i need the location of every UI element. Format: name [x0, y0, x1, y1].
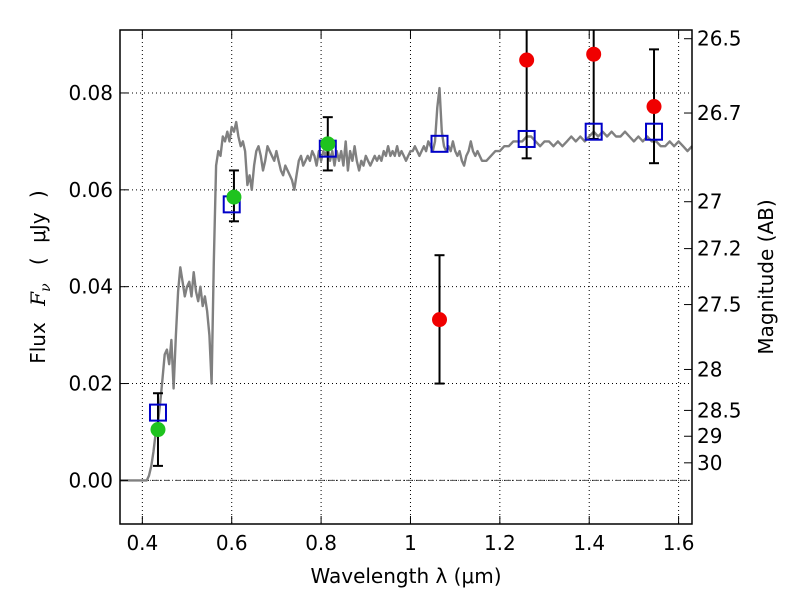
y-axis-label-subscript: ν: [38, 283, 54, 292]
plot-frame: [119, 29, 693, 525]
observed-point-red: [586, 46, 602, 62]
x-tick-label: 1.2: [484, 531, 516, 555]
observed-point-red: [432, 312, 448, 328]
y-tick-label: 0.06: [68, 178, 113, 202]
model-point-square: [517, 129, 536, 148]
x-axis-label: Wavelength λ (μm): [310, 564, 501, 588]
y-tick-label: 0.04: [68, 275, 113, 299]
observed-point-red: [646, 99, 662, 115]
observed-point-red: [519, 52, 535, 68]
model-spectrum-group: [120, 86, 693, 482]
observed-point-green: [226, 189, 242, 205]
right-tick-label: 30: [697, 451, 722, 475]
x-tick-label: 0.8: [305, 531, 337, 555]
right-tick-label: 26.5: [697, 27, 742, 51]
y-axis-label-close-paren: ): [26, 190, 50, 198]
svg-text:Flux Fν ( μJ: Flux Fν ( μJy ): [26, 190, 55, 364]
y-axis-ticks: 0.00 0.02 0.04 0.06 0.08: [68, 81, 128, 492]
right-axis-ticks: 26.5 26.7 27 27.2 27.5 28 28.529 30: [684, 27, 742, 475]
right-tick-label: 28: [697, 357, 722, 381]
observed-point-green: [150, 422, 166, 438]
x-tick-label: 1.6: [663, 531, 695, 555]
right-tick-label: 29: [697, 424, 722, 448]
y-tick-label: 0.02: [68, 372, 113, 396]
y-axis-label-open-paren: (: [26, 257, 50, 265]
y-tick-label: 0.00: [68, 468, 113, 492]
x-axis-ticks: 0.4 0.6 0.8 1 1.2 1.4 1.6: [126, 30, 695, 555]
y-axis-label: Flux Fν ( μJy ): [26, 190, 55, 364]
model-point-square: [148, 403, 167, 422]
y-axis-label-symbol: F: [26, 291, 50, 307]
right-tick-label: 27.2: [697, 237, 742, 261]
x-tick-label: 0.4: [126, 531, 158, 555]
x-tick-label: 0.6: [216, 531, 248, 555]
right-tick-label: 27.5: [697, 293, 742, 317]
model-point-square: [430, 134, 449, 153]
plot-background: [120, 30, 692, 524]
model-point-square: [584, 122, 603, 141]
x-tick-label: 1.4: [573, 531, 605, 555]
y-tick-label: 0.08: [68, 81, 113, 105]
x-tick-label: 1: [404, 531, 417, 555]
right-axis-label: Magnitude (AB): [754, 199, 778, 354]
observed-points-group: [150, 46, 662, 438]
y-axis-label-unit: μJy: [26, 212, 50, 243]
model-spectrum-line: [120, 86, 693, 482]
right-tick-label: 28.5: [697, 398, 742, 422]
observed-point-green: [320, 136, 336, 152]
right-tick-label: 27: [697, 190, 722, 214]
right-tick-label: 26.7: [697, 101, 742, 125]
model-point-square: [645, 122, 664, 141]
y-axis-label-flux: Flux: [26, 322, 50, 364]
